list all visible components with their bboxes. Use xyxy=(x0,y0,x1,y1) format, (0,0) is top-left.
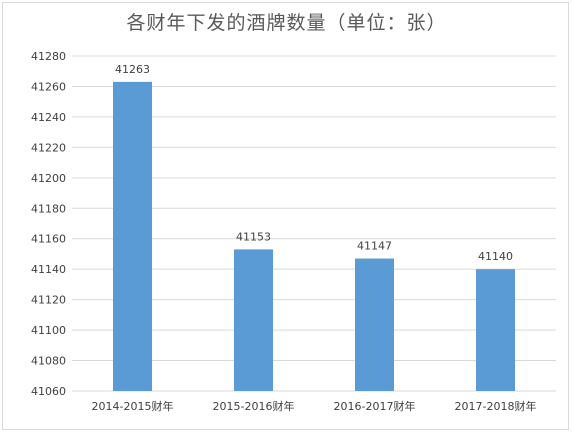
x-tick-label: 2016-2017财年 xyxy=(334,399,416,413)
data-label: 41263 xyxy=(115,63,150,76)
data-label: 41147 xyxy=(357,240,392,253)
y-tick-label: 41180 xyxy=(31,202,66,215)
y-tick-label: 41200 xyxy=(31,172,66,185)
x-tick-label: 2014-2015财年 xyxy=(92,399,174,413)
y-tick-label: 41060 xyxy=(31,385,66,398)
chart-frame xyxy=(2,2,569,430)
y-tick-label: 41280 xyxy=(31,50,66,63)
y-tick-label: 41240 xyxy=(31,111,66,124)
y-tick-label: 41120 xyxy=(31,294,66,307)
y-tick-label: 41220 xyxy=(31,141,66,154)
bar xyxy=(476,269,515,391)
chart-title: 各财年下发的酒牌数量（单位：张） xyxy=(126,12,447,34)
y-tick-label: 41100 xyxy=(31,324,66,337)
bar xyxy=(234,249,273,391)
bar xyxy=(355,258,394,391)
data-label: 41153 xyxy=(236,230,271,243)
y-tick-label: 41160 xyxy=(31,233,66,246)
bar xyxy=(113,81,152,392)
x-tick-label: 2015-2016财年 xyxy=(213,399,295,413)
x-tick-label: 2017-2018财年 xyxy=(455,399,537,413)
data-label: 41140 xyxy=(478,250,513,263)
y-tick-label: 41080 xyxy=(31,355,66,368)
y-tick-label: 41260 xyxy=(31,80,66,93)
y-tick-label: 41140 xyxy=(31,263,66,276)
